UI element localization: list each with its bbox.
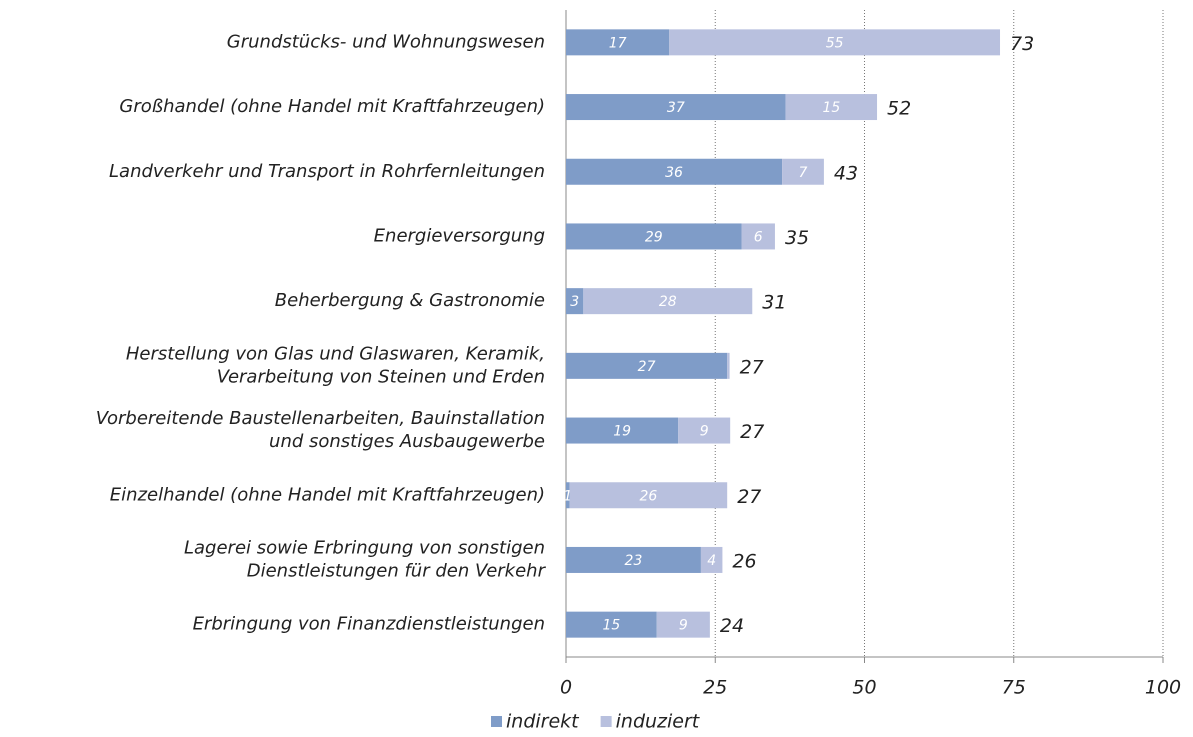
value-label: 29 <box>645 229 663 245</box>
bar-segment <box>566 417 679 444</box>
value-label: 36 <box>665 165 683 181</box>
total-label: 73 <box>1010 33 1034 55</box>
category-label: Einzelhandel (ohne Handel mit Kraftfahrz… <box>110 484 545 505</box>
bar-segment <box>566 352 728 379</box>
bar-segment <box>566 94 786 121</box>
total-label: 26 <box>732 550 756 572</box>
x-tick-label: 75 <box>1002 677 1026 699</box>
bar-segment <box>656 611 710 638</box>
value-label: 55 <box>826 35 844 51</box>
total-label: 52 <box>887 98 911 120</box>
bar-segment <box>583 288 753 315</box>
bar-segment <box>700 546 723 573</box>
category-label: Beherbergung & Gastronomie <box>275 290 545 311</box>
total-label: 43 <box>834 162 858 184</box>
category-label: Verarbeitung von Steinen und Erden <box>217 366 545 387</box>
total-label: 27 <box>740 356 764 378</box>
bar-segment <box>678 417 731 444</box>
category-label: Lagerei sowie Erbringung von sonstigen <box>184 537 545 558</box>
bar-segment <box>785 94 878 121</box>
value-label: 7 <box>799 165 808 181</box>
total-label: 35 <box>785 227 809 249</box>
category-label: Grundstücks- und Wohnungswesen <box>227 31 545 52</box>
legend-swatch <box>491 716 502 727</box>
x-tick-label: 0 <box>560 677 572 699</box>
value-label: 9 <box>679 618 688 634</box>
value-label: 9 <box>700 424 709 440</box>
total-label: 24 <box>720 615 744 637</box>
category-label: Landverkehr und Transport in Rohrfernlei… <box>109 161 545 182</box>
x-tick-label: 100 <box>1145 677 1181 699</box>
bar-segment <box>566 546 701 573</box>
legend-swatch <box>600 716 612 727</box>
value-label: 4 <box>707 553 716 569</box>
category-label: Dienstleistungen für den Verkehr <box>247 560 547 581</box>
value-label: 28 <box>659 294 677 310</box>
category-label: Erbringung von Finanzdienstleistungen <box>193 614 545 635</box>
bar-segment <box>569 482 728 509</box>
category-label: Herstellung von Glas und Glaswaren, Kera… <box>126 343 545 364</box>
total-label: 27 <box>737 486 761 508</box>
bar-segment <box>566 611 657 638</box>
bar-segment <box>566 288 584 315</box>
legend-label: induziert <box>616 711 701 733</box>
category-label: und sonstiges Ausbaugewerbe <box>269 431 545 452</box>
bar-segment <box>669 29 1001 56</box>
legend-label: indirekt <box>506 711 580 733</box>
value-label: 19 <box>613 424 631 440</box>
value-label: 6 <box>754 229 763 245</box>
value-label: 3 <box>570 294 579 310</box>
value-label: 23 <box>625 553 643 569</box>
bar-segment <box>566 482 570 509</box>
value-label: 27 <box>638 359 656 375</box>
value-label: 17 <box>609 35 627 51</box>
bar-segment <box>782 158 824 185</box>
value-label: 37 <box>667 100 685 116</box>
bar-segment <box>727 352 730 379</box>
value-label: 15 <box>602 618 620 634</box>
x-tick-label: 50 <box>852 677 876 699</box>
bar-segment <box>566 29 670 56</box>
bar-segment <box>566 223 742 250</box>
value-label: 26 <box>639 488 657 504</box>
x-tick-label: 25 <box>703 677 727 699</box>
value-label: 15 <box>822 100 840 116</box>
total-label: 31 <box>762 292 786 314</box>
value-label: 1 <box>563 488 572 504</box>
category-label: Vorbereitende Baustellenarbeiten, Bauins… <box>96 408 545 429</box>
bar-segment <box>741 223 775 250</box>
bar-segment <box>566 158 783 185</box>
category-label: Großhandel (ohne Handel mit Kraftfahrzeu… <box>119 96 545 117</box>
total-label: 27 <box>740 421 764 443</box>
category-label: Energieversorgung <box>374 225 545 246</box>
